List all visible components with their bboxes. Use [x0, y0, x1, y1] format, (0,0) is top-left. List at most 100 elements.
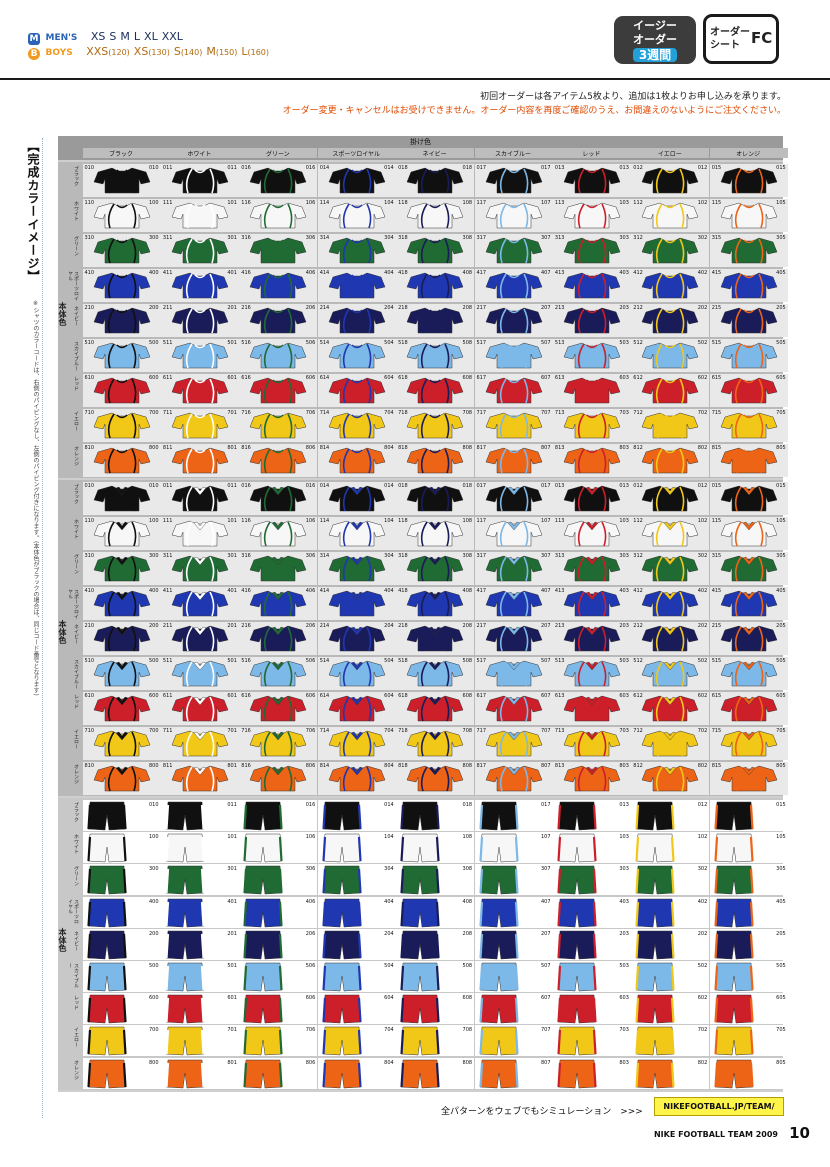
shirt-swatch[interactable]: 415 405 [709, 269, 788, 302]
shirt-swatch[interactable]: 615 605 [709, 374, 788, 407]
shirt-swatch[interactable]: 515 505 [709, 657, 788, 690]
shorts-swatch[interactable]: 600 [82, 993, 161, 1025]
shirt-swatch[interactable]: 514 504 [317, 657, 396, 690]
shorts-swatch[interactable]: 503 [552, 961, 631, 992]
shirt-swatch[interactable]: 515 505 [709, 339, 788, 372]
shirt-swatch[interactable]: 517 507 [474, 657, 553, 690]
shirt-swatch[interactable]: 717 707 [474, 727, 553, 760]
shorts-swatch[interactable]: 501 [160, 961, 239, 992]
shirt-swatch[interactable]: 015 015 [709, 482, 788, 515]
shirt-swatch[interactable]: 717 707 [474, 409, 553, 442]
shorts-swatch[interactable]: 300 [82, 864, 161, 896]
shorts-swatch[interactable]: 202 [631, 928, 710, 960]
shirt-swatch[interactable]: 312 302 [631, 234, 710, 267]
shirt-swatch[interactable]: 815 805 [709, 444, 788, 477]
shorts-swatch[interactable]: 500 [82, 961, 161, 992]
shirt-swatch[interactable]: 011 011 [160, 482, 239, 515]
shirt-swatch[interactable]: 213 203 [552, 304, 631, 337]
shirt-swatch[interactable]: 816 806 [239, 762, 318, 795]
shorts-swatch[interactable]: 203 [552, 928, 631, 960]
shorts-swatch[interactable]: 805 [709, 1057, 788, 1089]
shirt-swatch[interactable]: 212 202 [631, 622, 710, 655]
shirt-swatch[interactable]: 314 304 [317, 234, 396, 267]
shorts-swatch[interactable]: 708 [396, 1025, 475, 1057]
shirt-swatch[interactable]: 613 603 [552, 374, 631, 407]
shirt-swatch[interactable]: 112 102 [631, 199, 710, 232]
shirt-swatch[interactable]: 117 107 [474, 517, 553, 550]
shirt-swatch[interactable]: 714 704 [317, 409, 396, 442]
shorts-swatch[interactable]: 404 [317, 896, 396, 928]
shirt-swatch[interactable]: 111 101 [160, 199, 239, 232]
shirt-swatch[interactable]: 415 405 [709, 587, 788, 620]
shorts-swatch[interactable]: 105 [709, 832, 788, 864]
shorts-swatch[interactable]: 208 [396, 928, 475, 960]
shorts-swatch[interactable]: 405 [709, 896, 788, 928]
shirt-swatch[interactable]: 511 501 [160, 339, 239, 372]
shorts-swatch[interactable]: 307 [474, 864, 553, 896]
shorts-swatch[interactable]: 303 [552, 864, 631, 896]
shorts-swatch[interactable]: 607 [474, 993, 553, 1025]
shirt-swatch[interactable]: 718 708 [396, 409, 475, 442]
shirt-swatch[interactable]: 812 802 [631, 762, 710, 795]
shirt-swatch[interactable]: 618 608 [396, 692, 475, 725]
shirt-swatch[interactable]: 317 307 [474, 552, 553, 585]
shirt-swatch[interactable]: 715 705 [709, 409, 788, 442]
shorts-swatch[interactable]: 604 [317, 993, 396, 1025]
shirt-swatch[interactable]: 513 503 [552, 657, 631, 690]
shorts-swatch[interactable]: 206 [239, 928, 318, 960]
shirt-swatch[interactable]: 314 304 [317, 552, 396, 585]
shirt-swatch[interactable]: 817 807 [474, 444, 553, 477]
shirt-swatch[interactable]: 013 013 [552, 164, 631, 197]
shirt-swatch[interactable]: 616 606 [239, 374, 318, 407]
shirt-swatch[interactable]: 310 300 [82, 552, 161, 585]
shirt-swatch[interactable]: 016 016 [239, 482, 318, 515]
shirt-swatch[interactable]: 113 103 [552, 199, 631, 232]
shorts-swatch[interactable]: 806 [239, 1057, 318, 1089]
shirt-swatch[interactable]: 316 306 [239, 234, 318, 267]
shirt-swatch[interactable]: 111 101 [160, 517, 239, 550]
shirt-swatch[interactable]: 318 308 [396, 234, 475, 267]
shirt-swatch[interactable]: 115 105 [709, 199, 788, 232]
shirt-swatch[interactable]: 418 408 [396, 587, 475, 620]
shirt-swatch[interactable]: 810 800 [82, 444, 161, 477]
shirt-swatch[interactable]: 316 306 [239, 552, 318, 585]
shirt-swatch[interactable]: 416 406 [239, 269, 318, 302]
shirt-swatch[interactable]: 410 400 [82, 587, 161, 620]
shorts-swatch[interactable]: 016 [239, 800, 318, 831]
shirt-swatch[interactable]: 215 205 [709, 622, 788, 655]
shorts-swatch[interactable]: 011 [160, 800, 239, 831]
shorts-swatch[interactable]: 700 [82, 1025, 161, 1057]
shorts-swatch[interactable]: 207 [474, 928, 553, 960]
shirt-swatch[interactable]: 116 106 [239, 517, 318, 550]
shirt-swatch[interactable]: 716 706 [239, 727, 318, 760]
shirt-swatch[interactable]: 716 706 [239, 409, 318, 442]
shirt-swatch[interactable]: 412 402 [631, 587, 710, 620]
shirt-swatch[interactable]: 616 606 [239, 692, 318, 725]
shirt-swatch[interactable]: 611 601 [160, 692, 239, 725]
shirt-swatch[interactable]: 211 201 [160, 622, 239, 655]
shirt-swatch[interactable]: 012 012 [631, 482, 710, 515]
shirt-swatch[interactable]: 614 604 [317, 692, 396, 725]
shirt-swatch[interactable]: 210 200 [82, 304, 161, 337]
shirt-swatch[interactable]: 018 018 [396, 482, 475, 515]
shirt-swatch[interactable]: 713 703 [552, 727, 631, 760]
shirt-swatch[interactable]: 614 604 [317, 374, 396, 407]
shorts-swatch[interactable]: 804 [317, 1057, 396, 1089]
shirt-swatch[interactable]: 114 104 [317, 199, 396, 232]
shirt-swatch[interactable]: 011 011 [160, 164, 239, 197]
shirt-swatch[interactable]: 711 701 [160, 409, 239, 442]
shorts-swatch[interactable]: 107 [474, 832, 553, 864]
shorts-swatch[interactable]: 801 [160, 1057, 239, 1089]
shorts-swatch[interactable]: 402 [631, 896, 710, 928]
shirt-swatch[interactable]: 710 700 [82, 727, 161, 760]
shirt-swatch[interactable]: 813 803 [552, 762, 631, 795]
website-link[interactable]: NIKEFOOTBALL.JP/TEAM/ [654, 1097, 784, 1116]
shirt-swatch[interactable]: 112 102 [631, 517, 710, 550]
shorts-swatch[interactable]: 108 [396, 832, 475, 864]
shorts-swatch[interactable]: 406 [239, 896, 318, 928]
shirt-swatch[interactable]: 514 504 [317, 339, 396, 372]
shirt-swatch[interactable]: 512 502 [631, 339, 710, 372]
shorts-swatch[interactable]: 703 [552, 1025, 631, 1057]
shirt-swatch[interactable]: 310 300 [82, 234, 161, 267]
shorts-swatch[interactable]: 608 [396, 993, 475, 1025]
